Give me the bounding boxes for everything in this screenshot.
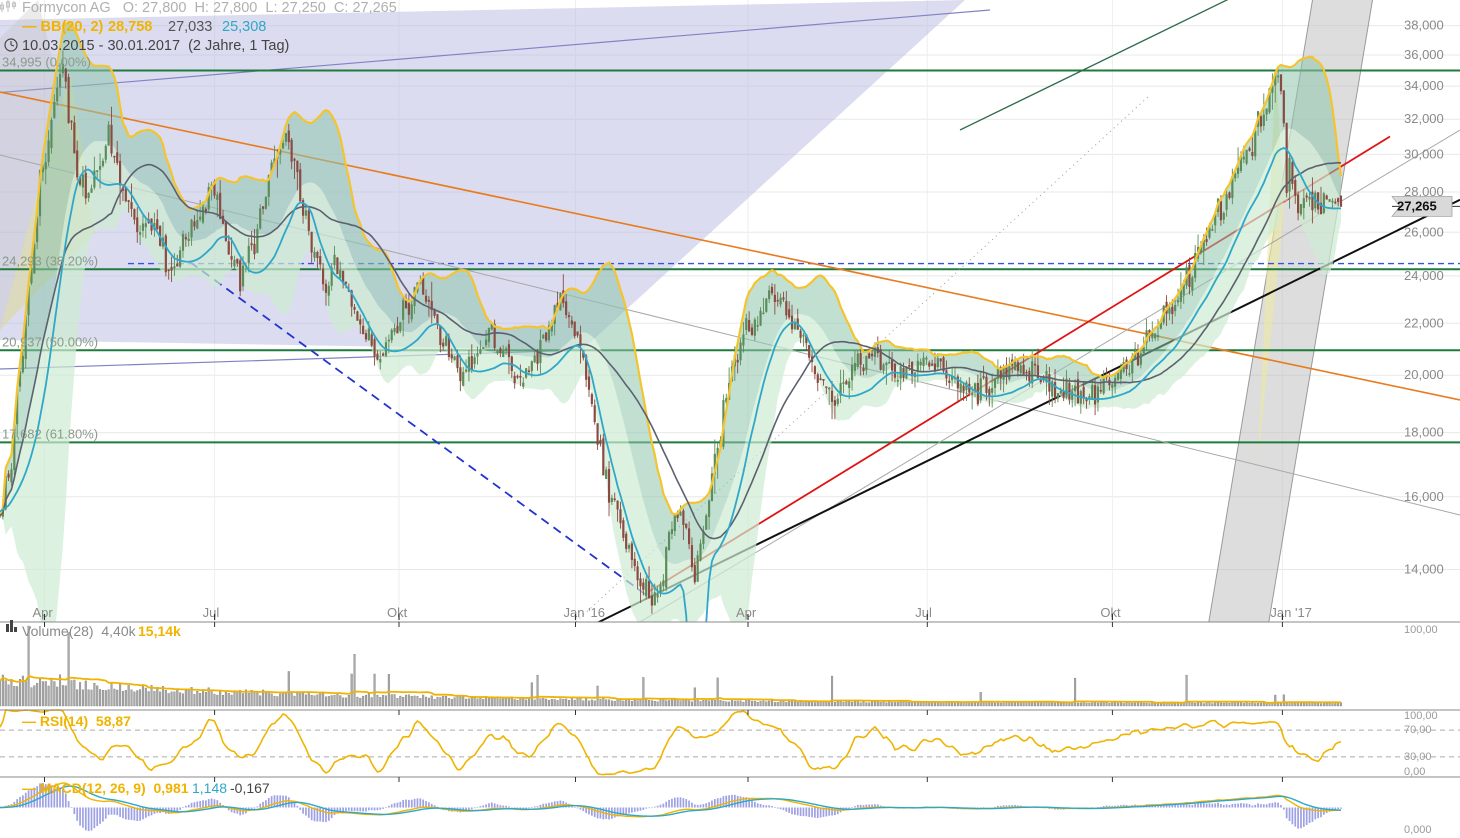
svg-text:Jan '17: Jan '17 — [1270, 605, 1312, 620]
svg-text:15,14k: 15,14k — [138, 623, 181, 639]
svg-text:20,000: 20,000 — [1404, 367, 1444, 382]
svg-text:— RSI(14) 58,87: — RSI(14) 58,87 — [22, 713, 131, 729]
svg-text:16,000: 16,000 — [1404, 489, 1444, 504]
svg-text:Formycon AG O: 27,800 H: 27: Formycon AG O: 27,800 H: 27,800 L: 27,25… — [22, 0, 397, 16]
svg-text:0,000: 0,000 — [1404, 824, 1432, 836]
svg-text:— BB(20, 2): — BB(20, 2) — [22, 19, 104, 35]
svg-text:Okt: Okt — [1100, 605, 1121, 620]
svg-text:30,00: 30,00 — [1404, 751, 1432, 763]
svg-text:24,293 (38.20%): 24,293 (38.20%) — [2, 253, 98, 268]
svg-text:100,00: 100,00 — [1404, 710, 1438, 722]
svg-text:22,000: 22,000 — [1404, 315, 1444, 330]
svg-text:Jul: Jul — [915, 605, 932, 620]
svg-text:Jan '16: Jan '16 — [564, 605, 606, 620]
svg-text:36,000: 36,000 — [1404, 47, 1444, 62]
svg-text:1,148: 1,148 — [192, 780, 227, 796]
svg-text:25,308: 25,308 — [222, 19, 266, 35]
svg-text:34,000: 34,000 — [1404, 78, 1444, 93]
svg-text:10.03.2015 - 30.01.2017 (2 Ja: 10.03.2015 - 30.01.2017 (2 Jahre, 1 Tag) — [22, 38, 289, 54]
svg-text:27,265: 27,265 — [1397, 198, 1437, 213]
svg-text:Jul: Jul — [203, 605, 220, 620]
svg-text:Okt: Okt — [387, 605, 408, 620]
svg-text:28,758: 28,758 — [108, 19, 152, 35]
svg-text:Volume(28) 4,40k: Volume(28) 4,40k — [22, 623, 137, 639]
svg-text:27,033: 27,033 — [168, 19, 212, 35]
svg-text:0,00: 0,00 — [1404, 766, 1425, 778]
svg-text:— MACD(12, 26, 9) 0,981: — MACD(12, 26, 9) 0,981 — [22, 780, 189, 796]
svg-text:17,682 (61.80%): 17,682 (61.80%) — [2, 426, 98, 441]
svg-text:26,000: 26,000 — [1404, 224, 1444, 239]
svg-text:30,000: 30,000 — [1404, 146, 1444, 161]
svg-text:Apr: Apr — [33, 605, 54, 620]
svg-text:34,995 (0.00%): 34,995 (0.00%) — [2, 54, 91, 69]
svg-text:38,000: 38,000 — [1404, 18, 1444, 33]
svg-text:32,000: 32,000 — [1404, 111, 1444, 126]
svg-text:100,00: 100,00 — [1404, 624, 1438, 636]
svg-text:14,000: 14,000 — [1404, 562, 1444, 577]
svg-text:20,937 (50.00%): 20,937 (50.00%) — [2, 334, 98, 349]
svg-text:-0,167: -0,167 — [230, 780, 270, 796]
svg-text:Apr: Apr — [736, 605, 757, 620]
svg-text:24,000: 24,000 — [1404, 268, 1444, 283]
svg-text:18,000: 18,000 — [1404, 425, 1444, 440]
svg-text:70,00: 70,00 — [1404, 724, 1432, 736]
